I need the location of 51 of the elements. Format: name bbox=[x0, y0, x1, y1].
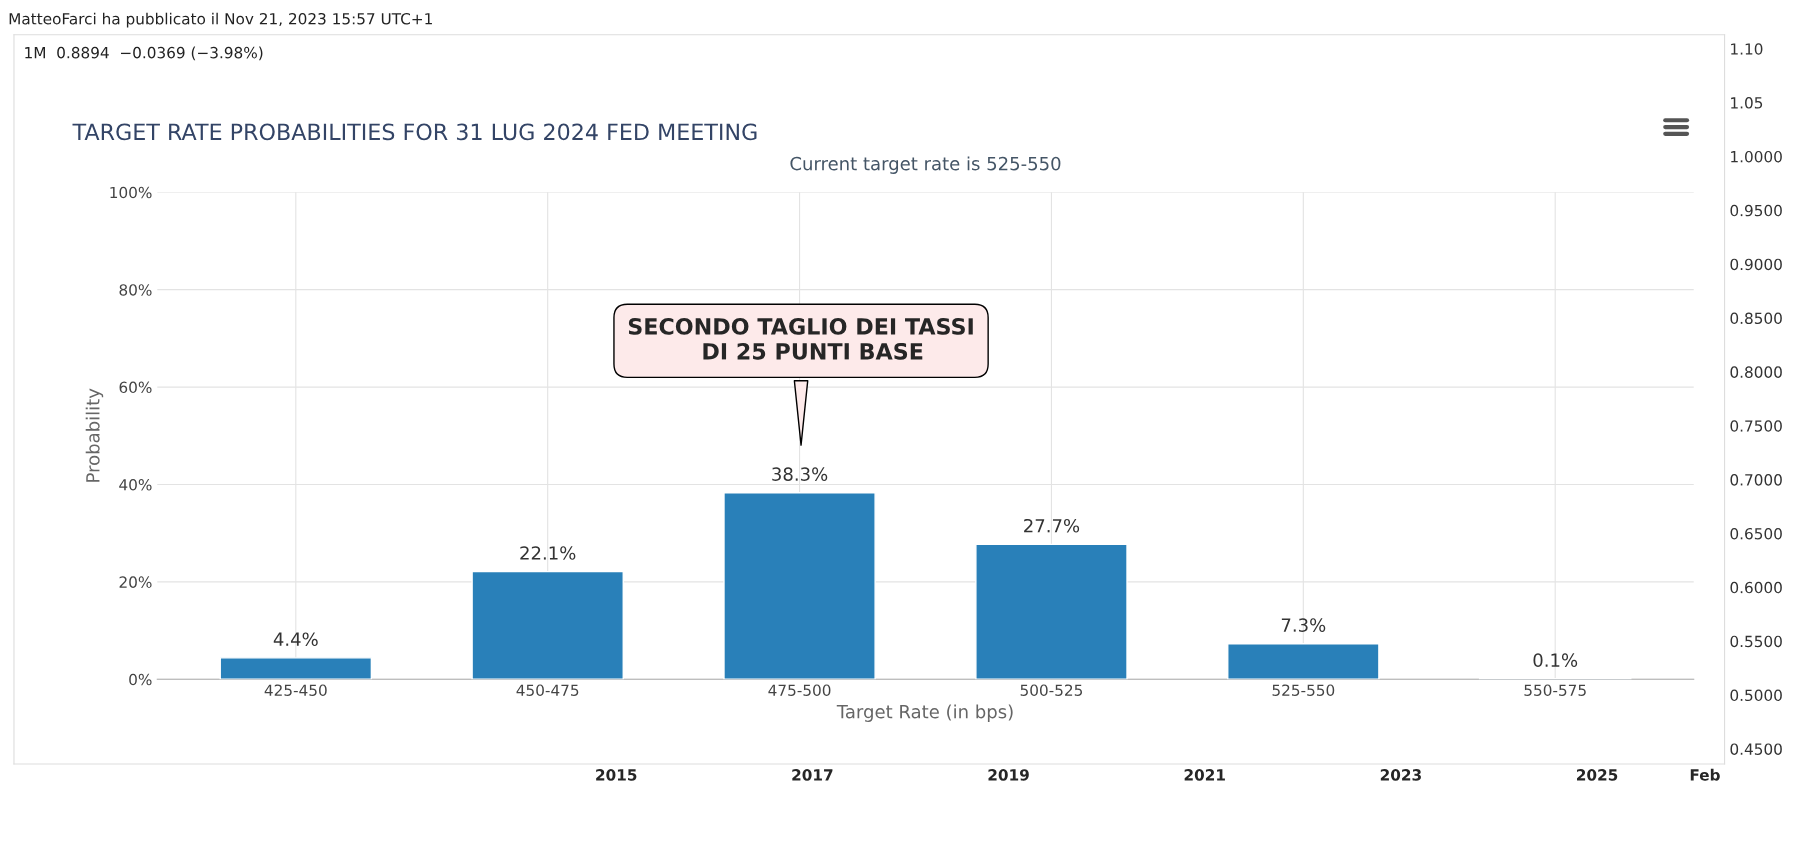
y2-tick-label: 0.6000 bbox=[1730, 581, 1782, 594]
y2-tick-label: 0.6500 bbox=[1730, 527, 1782, 540]
y2-tick-label: 0.7500 bbox=[1730, 420, 1782, 432]
y-axis-title: Probability bbox=[85, 388, 104, 482]
bar bbox=[723, 492, 876, 680]
data-label: 27.7% bbox=[1024, 518, 1080, 533]
y2-tick-label: 0.9000 bbox=[1730, 258, 1782, 271]
x-tick-label: 550-575 bbox=[1524, 684, 1586, 696]
x-axis-title: Target Rate (in bps) bbox=[836, 704, 1013, 722]
data-label: 7.3% bbox=[1281, 618, 1326, 632]
y-tick-label: 0% bbox=[129, 673, 152, 686]
x-tick-label: 500-525 bbox=[1020, 684, 1083, 696]
data-label: 38.3% bbox=[772, 467, 828, 481]
x-tick-label: 2015 bbox=[596, 769, 637, 781]
x-tick-label: 525-550 bbox=[1272, 684, 1335, 696]
y2-tick-label: 1.05 bbox=[1731, 97, 1763, 109]
y2-tick-label: 0.9500 bbox=[1730, 204, 1782, 217]
y-tick-label: 100% bbox=[110, 186, 152, 199]
x-tick-label: 475-500 bbox=[768, 684, 831, 696]
bar bbox=[975, 543, 1128, 680]
y2-tick-label: 0.7000 bbox=[1730, 474, 1782, 486]
y2-tick-label: 0.8500 bbox=[1730, 312, 1782, 325]
y2-tick-label: 1.0000 bbox=[1731, 150, 1782, 163]
chart-subtitle: Current target rate is 525-550 bbox=[790, 156, 1061, 174]
bar bbox=[471, 570, 624, 680]
y2-tick-label: 0.4500 bbox=[1730, 743, 1782, 755]
annotation: SECONDO TAGLIO DEI TASSI DI 25 PUNTI BASE bbox=[628, 318, 973, 360]
y2-tick-label: 0.5500 bbox=[1730, 635, 1782, 648]
y2-tick-label: 0.5000 bbox=[1730, 689, 1782, 702]
data-label: 22.1% bbox=[520, 546, 576, 560]
y2-tick-label: 0.8000 bbox=[1730, 366, 1782, 378]
x-tick-label: 425-450 bbox=[264, 684, 327, 696]
bar bbox=[219, 657, 373, 680]
bar bbox=[1227, 643, 1380, 680]
data-label: 4.4% bbox=[273, 632, 318, 647]
y-tick-label: 80% bbox=[119, 284, 152, 296]
chart-title: TARGET RATE PROBABILITIES FOR 31 LUG 2024 FED MEETING bbox=[72, 123, 757, 141]
y-tick-label: 20% bbox=[119, 576, 152, 588]
y-tick-label: 60% bbox=[119, 381, 152, 394]
x-tick-label: 2019 bbox=[988, 769, 1029, 781]
annotation: 1M 0.8894 −0.0369 (−3.98%) bbox=[25, 46, 263, 61]
x-tick-label: 2017 bbox=[792, 769, 833, 781]
data-label: 0.1% bbox=[1533, 653, 1578, 667]
x-tick-label: 2023 bbox=[1380, 769, 1421, 781]
x-tick-label: Feb bbox=[1690, 768, 1720, 781]
x-tick-label: 450-475 bbox=[516, 684, 579, 696]
text: MatteoFarci ha pubblicato il Nov 21, 2023 15:57 UTC+1 bbox=[9, 12, 432, 28]
y2-tick-label: 1.10 bbox=[1731, 43, 1763, 55]
x-tick-label: 2025 bbox=[1577, 769, 1618, 781]
x-tick-label: 2021 bbox=[1184, 769, 1225, 781]
y-tick-label: 40% bbox=[119, 478, 152, 491]
